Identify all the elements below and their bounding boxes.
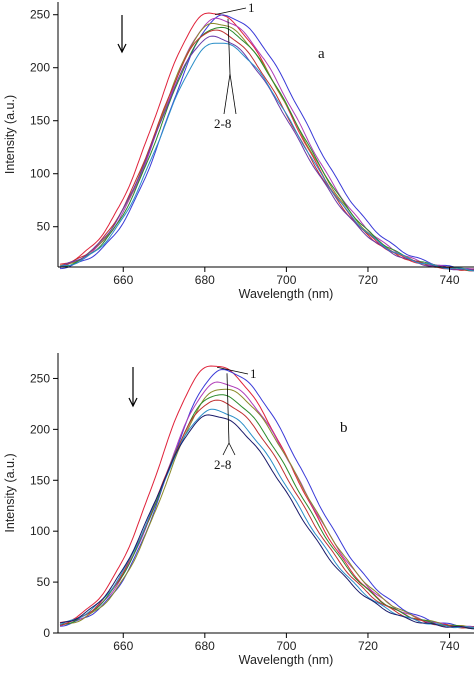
panel-a-letter: a: [318, 46, 325, 62]
panel-a-series-6: [59, 29, 474, 271]
label-1-leader: [216, 366, 249, 375]
label-2-8-leader-stem: [226, 373, 230, 444]
panel-b-series-5: [59, 394, 474, 629]
panel-a-label-1: 1: [248, 0, 255, 15]
panel-a-series-3: [59, 17, 474, 271]
panel-b-axes: [57, 353, 474, 634]
panel-a-series-7: [59, 35, 474, 271]
panel-a-ticks: 660 680 700 720 740 50 100 150 200 250: [30, 8, 460, 287]
panel-b-label-1: 1: [250, 366, 257, 381]
panel-a-xlabel: Wavelength (nm): [239, 287, 334, 301]
label-2-8-leader-left: [223, 73, 231, 115]
decrease-arrowhead: [128, 397, 138, 408]
x-tick-label: 680: [195, 273, 215, 287]
label-2-8-leader-right: [229, 73, 237, 115]
panel-b-label-2-8: 2-8: [214, 457, 231, 472]
x-tick-label: 720: [358, 639, 378, 653]
decrease-arrowhead: [117, 43, 127, 54]
x-tick-label: 700: [276, 639, 296, 653]
panel-b-ylabel: Intensity (a.u.): [3, 453, 17, 532]
panel-a: 660 680 700 720 740 50 100 150 200 250 Wavelength…: [3, 0, 474, 301]
panel-b-xlabel: Wavelength (nm): [239, 653, 334, 667]
panel-a-series-8: [59, 42, 474, 272]
y-tick-label: 250: [30, 8, 50, 22]
panel-b-series-1: [59, 365, 474, 630]
y-tick-label: 100: [30, 167, 50, 181]
panel-b-ticks: 660 680 700 720 740 0 50 100 150 200 250: [30, 371, 460, 653]
label-2-8-leader-stem: [227, 18, 231, 75]
panel-a-label-2-8: 2-8: [214, 116, 231, 131]
label-2-8-leader-left: [222, 442, 230, 456]
panel-b-annotations: 1 2-8: [128, 366, 257, 472]
y-tick-label: 150: [30, 114, 50, 128]
x-tick-label: 740: [440, 273, 460, 287]
y-tick-label: 100: [30, 524, 50, 538]
panel-a-ylabel: Intensity (a.u.): [3, 95, 17, 174]
y-tick-label: 200: [30, 61, 50, 75]
y-tick-label: 50: [37, 575, 51, 589]
x-tick-label: 680: [195, 639, 215, 653]
panel-a-annotations: 1 2-8: [117, 0, 255, 131]
panel-b-series-6: [59, 399, 474, 629]
x-tick-label: 660: [113, 639, 133, 653]
x-tick-label: 700: [276, 273, 296, 287]
panel-b-series-4: [59, 388, 474, 629]
y-tick-label: 150: [30, 473, 50, 487]
panel-a-axes: [57, 2, 474, 268]
x-tick-label: 720: [358, 273, 378, 287]
label-2-8-leader-right: [228, 442, 236, 456]
panel-b-series-3: [59, 381, 474, 628]
panel-a-series-2: [59, 14, 474, 271]
y-tick-label: 0: [43, 626, 50, 640]
panel-b-series-7: [59, 408, 474, 629]
panel-b-letter: b: [340, 420, 348, 436]
x-tick-label: 660: [113, 273, 133, 287]
y-tick-label: 50: [37, 220, 51, 234]
panel-b: 660 680 700 720 740 0 50 100 150 200 250 Wavelengt…: [3, 353, 474, 667]
x-tick-label: 740: [440, 639, 460, 653]
y-tick-label: 200: [30, 422, 50, 436]
panel-b-series-2: [59, 368, 474, 628]
panel-a-curves: [59, 12, 474, 272]
panel-b-curves: [59, 365, 474, 630]
label-1-leader: [214, 7, 247, 15]
panel-a-series-4: [59, 22, 474, 272]
y-tick-label: 250: [30, 371, 50, 385]
panel-b-series-8: [59, 414, 474, 630]
